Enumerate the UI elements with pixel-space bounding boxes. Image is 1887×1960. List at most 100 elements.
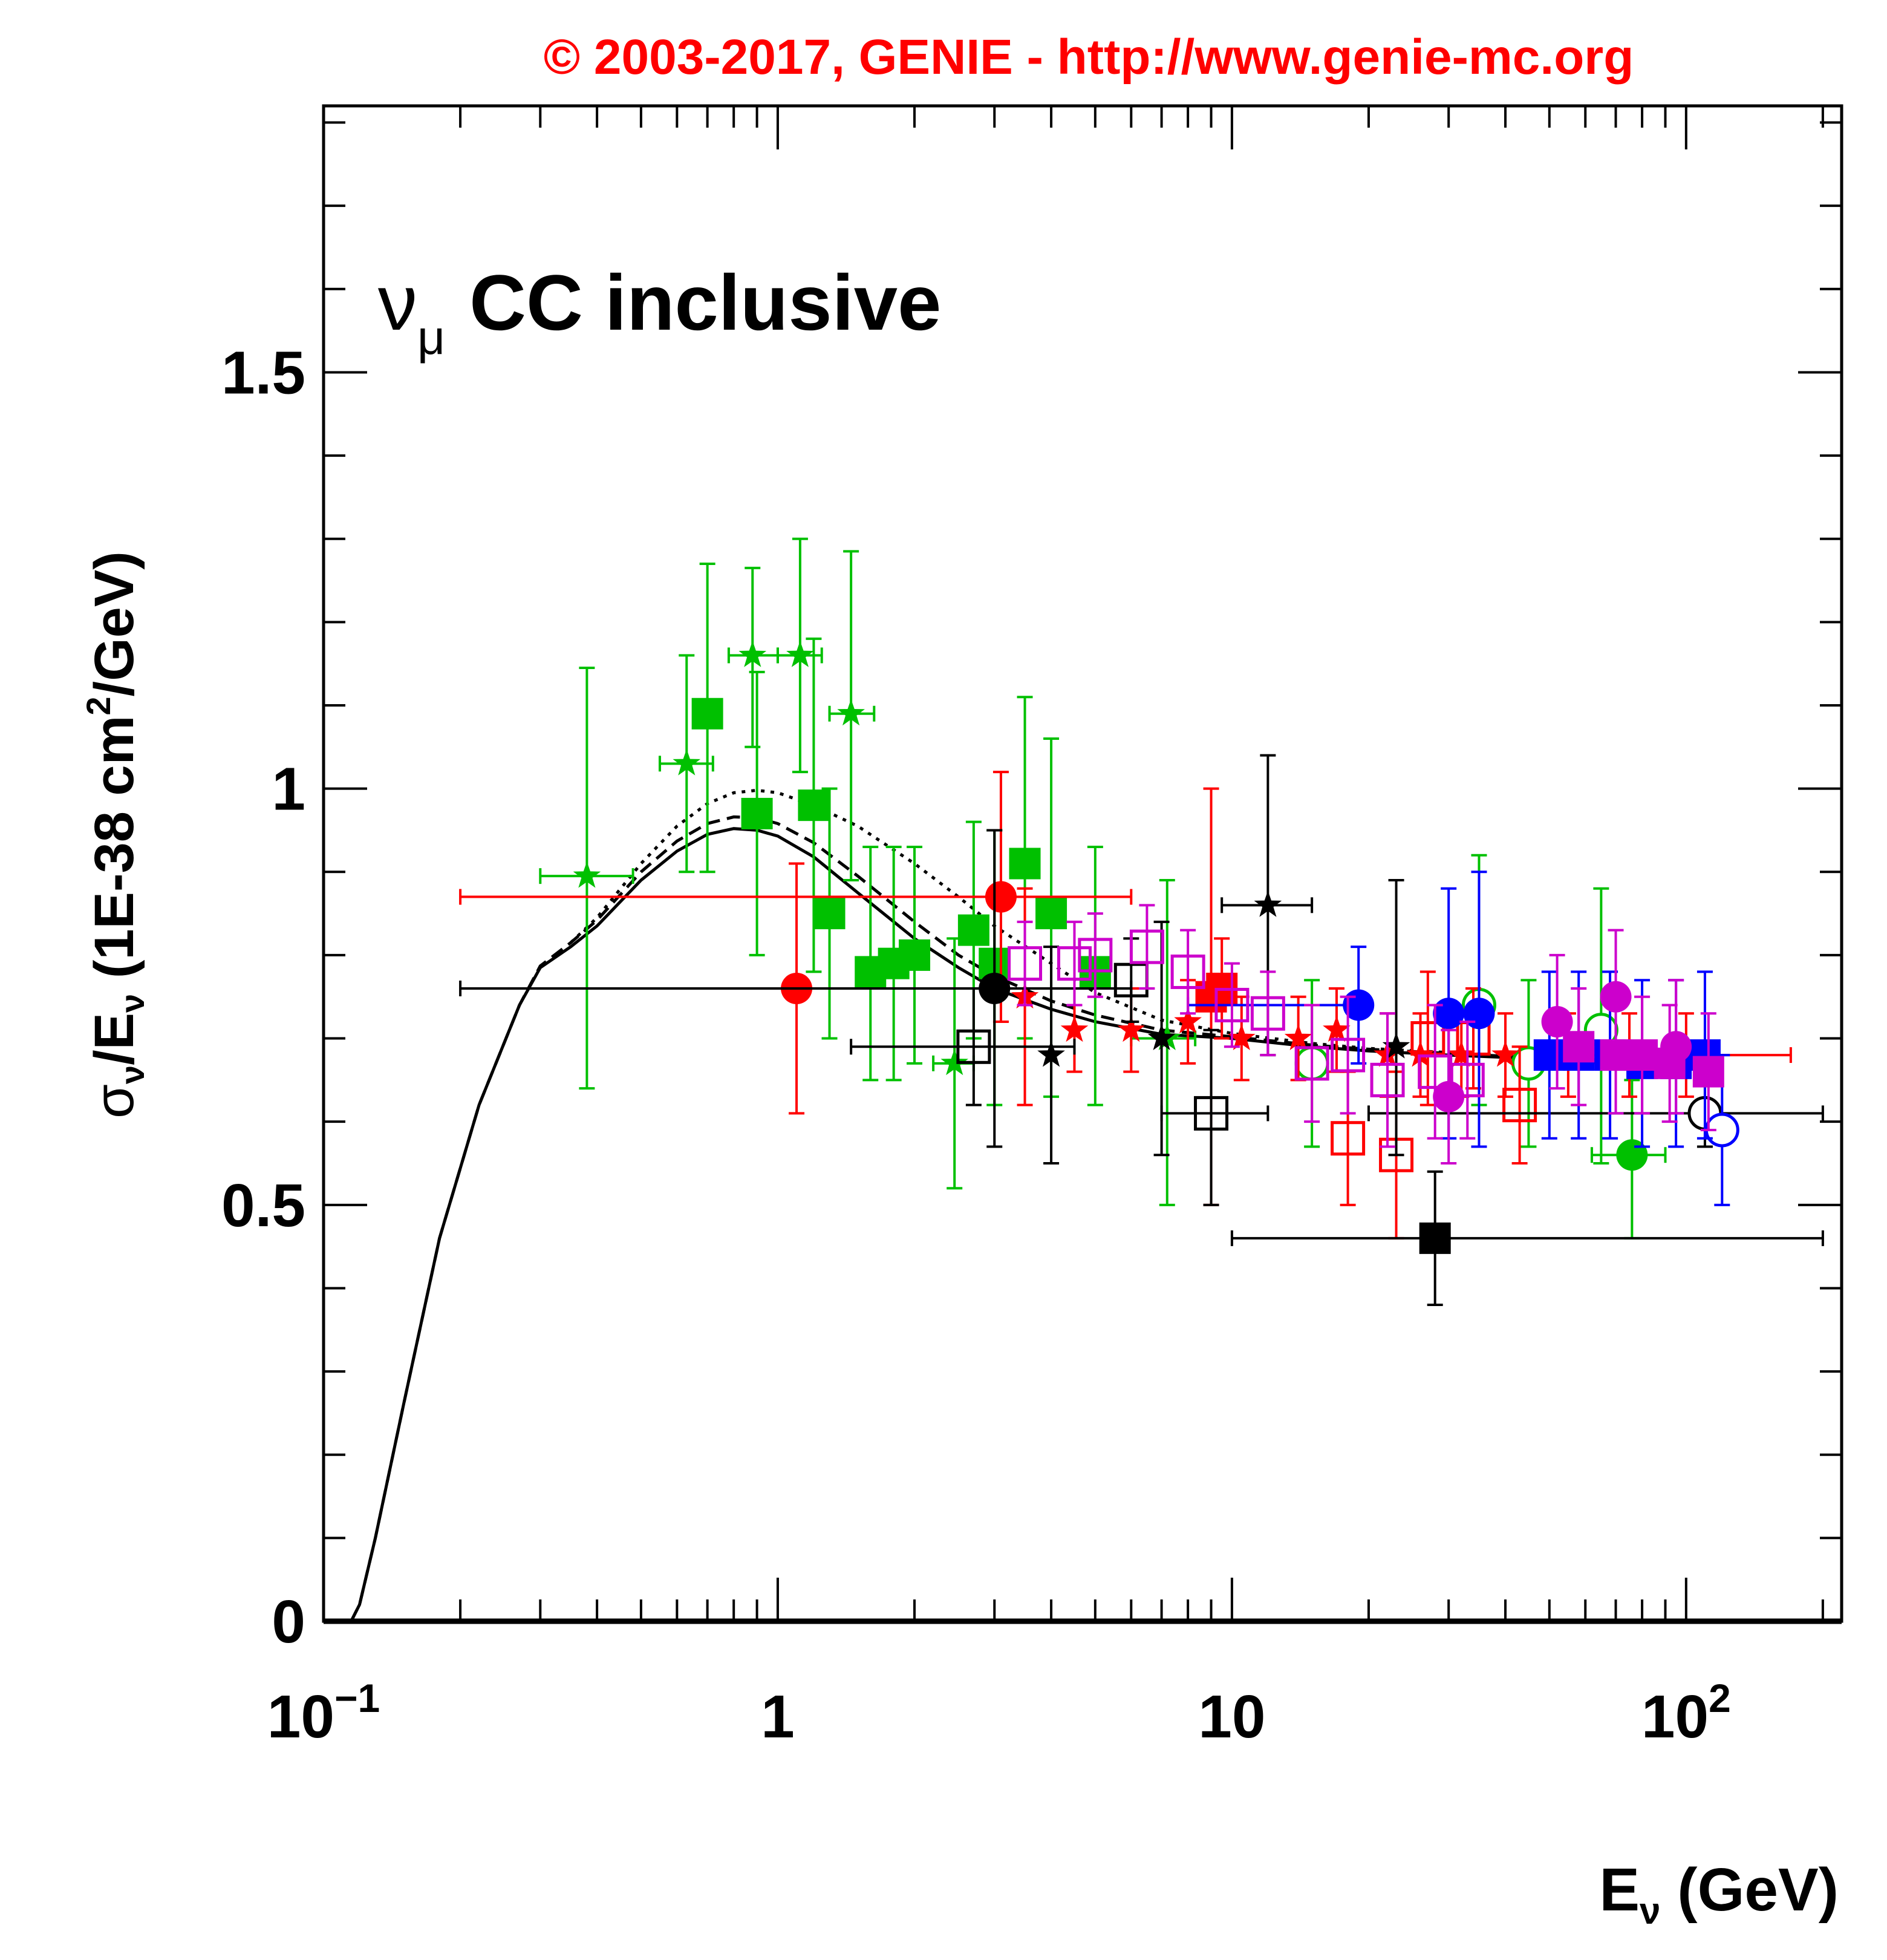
marker-filled-square <box>1009 848 1041 880</box>
marker-filled-square <box>957 914 989 946</box>
marker-open-square <box>1331 1121 1366 1156</box>
marker-filled-square <box>1600 1039 1632 1071</box>
data-point <box>1502 1045 1537 1165</box>
marker-filled-square <box>1626 1039 1658 1071</box>
chart-title: © 2003-2017, GENIE - http://www.genie-mc… <box>544 30 1634 85</box>
marker-star <box>1037 1040 1065 1067</box>
marker-filled-square <box>1692 1056 1724 1088</box>
marker-star <box>1491 1040 1519 1067</box>
data-point <box>691 563 723 874</box>
axes: 0 0.5 1 1.5 10−1 1 10 102 <box>221 106 1842 1751</box>
data-point <box>1654 1004 1686 1123</box>
marker-open-square <box>1370 1062 1405 1097</box>
marker-open-square <box>1078 938 1113 973</box>
marker-star <box>673 749 701 776</box>
marker-filled-circle <box>985 881 1017 913</box>
marker-open-square <box>1250 996 1285 1031</box>
marker-filled-square <box>1533 1039 1565 1071</box>
data-point <box>459 829 1133 1148</box>
data-point <box>1214 962 1250 1048</box>
y-tick-label: 1 <box>272 756 305 823</box>
x-tick-label: 10−1 <box>267 1676 380 1751</box>
data-point <box>1450 1021 1485 1140</box>
marker-filled-square <box>1563 1031 1595 1063</box>
marker-open-square <box>1194 1096 1229 1131</box>
data-point <box>1294 1004 1329 1123</box>
data-point <box>850 987 1076 1106</box>
data-point <box>1160 1028 1269 1206</box>
data-point <box>899 845 931 1065</box>
data-point <box>1382 879 1410 1157</box>
marker-filled-square <box>691 697 723 730</box>
data-point <box>1370 1012 1405 1148</box>
marker-star <box>1382 1032 1410 1059</box>
x-tick-label: 1 <box>761 1683 795 1751</box>
data-point <box>1057 920 1092 1007</box>
data-point <box>957 820 989 1040</box>
marker-star <box>573 861 601 888</box>
marker-filled-circle <box>979 972 1011 1004</box>
y-tick-label: 1.5 <box>221 339 305 407</box>
data-point <box>1533 970 1565 1140</box>
data-point <box>1037 946 1065 1165</box>
marker-filled-square <box>813 898 846 930</box>
data-point <box>1692 1012 1724 1131</box>
data-point <box>1590 1079 1667 1240</box>
marker-open-square <box>1294 1046 1329 1081</box>
marker-open-square <box>1410 1021 1445 1056</box>
data-point <box>1410 970 1445 1106</box>
marker-star <box>1117 1015 1146 1042</box>
data-point <box>1230 1170 1824 1306</box>
data-point <box>1563 987 1595 1106</box>
data-point <box>1704 1054 1739 1206</box>
marker-open-square <box>1129 929 1164 964</box>
y-tick-label: 0 <box>272 1588 305 1656</box>
data-point <box>727 566 779 748</box>
data-point <box>1600 995 1632 1115</box>
data-point <box>741 670 773 956</box>
annotation-text: CC inclusive <box>469 258 941 347</box>
annotation-nu: ν <box>378 258 417 347</box>
x-tick-label: 10 <box>1198 1683 1265 1751</box>
marker-filled-square <box>798 789 830 822</box>
marker-open-square <box>956 1029 991 1064</box>
marker-star <box>1284 1024 1312 1050</box>
data-point <box>1129 904 1164 990</box>
data-point <box>1250 970 1285 1057</box>
marker-filled-circle <box>1433 1080 1465 1112</box>
annotation-mu: μ <box>417 310 445 364</box>
marker-star <box>786 641 814 667</box>
data-point <box>1331 995 1366 1115</box>
x-tick-label: 102 <box>1641 1676 1731 1751</box>
marker-star <box>837 699 865 726</box>
y-tick-label: 0.5 <box>221 1172 305 1240</box>
marker-open-square <box>1502 1088 1537 1123</box>
data-point <box>1433 1028 1465 1165</box>
marker-open-square <box>1450 1062 1485 1097</box>
marker-filled-square <box>899 939 931 971</box>
data-point <box>1626 995 1658 1115</box>
marker-star <box>1147 1024 1176 1050</box>
data-point <box>1541 953 1573 1090</box>
data-point <box>1078 912 1113 998</box>
marker-star <box>1060 1015 1089 1042</box>
data-points <box>459 537 1824 1306</box>
marker-filled-circle <box>1433 998 1465 1030</box>
marker-star <box>940 1048 968 1076</box>
model-curve-dashed <box>350 815 1722 1622</box>
data-point <box>1170 929 1205 1015</box>
data-point <box>828 550 876 882</box>
x-axis-label: Eν (GeV) <box>1599 1856 1839 1932</box>
process-annotation: νμ CC inclusive <box>378 258 941 364</box>
marker-open-square <box>1170 954 1205 989</box>
marker-open-square <box>1331 1037 1366 1073</box>
marker-filled-square <box>741 797 773 829</box>
marker-filled-circle <box>1541 1006 1573 1038</box>
marker-filled-square <box>1035 898 1067 930</box>
data-point <box>798 637 830 973</box>
marker-star <box>1228 1024 1256 1050</box>
marker-star <box>1174 1007 1202 1034</box>
marker-open-square <box>1008 946 1043 981</box>
marker-star <box>1254 890 1282 917</box>
data-point <box>1008 920 1043 1007</box>
